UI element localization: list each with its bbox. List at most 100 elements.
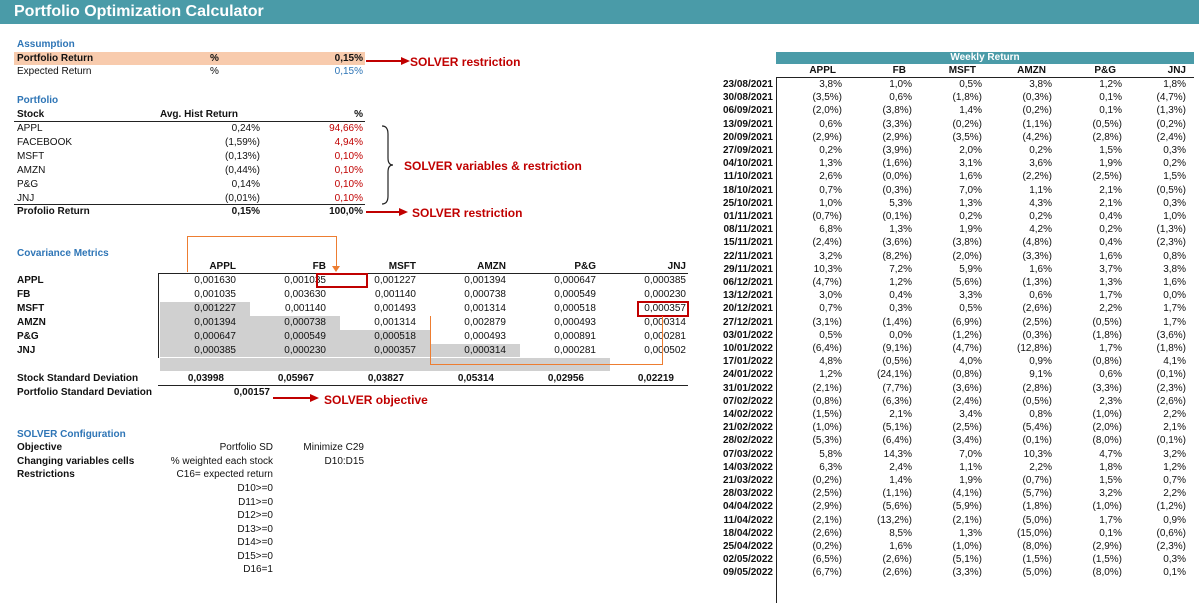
- weekly-cell: 0,3%: [1163, 197, 1186, 209]
- covariance-shade: [340, 357, 430, 372]
- covariance-col-header: P&G: [574, 261, 596, 272]
- weekly-cell: 1,2%: [819, 369, 842, 381]
- weekly-cell: (3,6%): [1156, 329, 1186, 341]
- assumption-value[interactable]: 0,15%: [334, 66, 363, 77]
- solver-objective-arrow: [273, 394, 319, 402]
- weekly-cell: (0,1%): [1022, 435, 1052, 447]
- weekly-cell: (2,8%): [1022, 382, 1052, 394]
- weekly-cell: 1,2%: [1163, 461, 1186, 473]
- stock-std-value: 0,05967: [277, 373, 314, 384]
- weekly-cell: (4,8%): [1022, 237, 1052, 249]
- weekly-cell: (3,9%): [882, 145, 912, 156]
- covariance-shade: [160, 315, 250, 330]
- covariance-cell: 0,001394: [194, 316, 236, 328]
- solver-col2: D10:D15: [324, 455, 364, 467]
- weekly-date: 31/01/2022: [722, 382, 773, 394]
- weekly-cell: (0,6%): [1156, 527, 1186, 539]
- portfolio-weight[interactable]: 94,66%: [329, 123, 363, 134]
- weekly-cell: (0,2%): [1022, 105, 1052, 117]
- portfolio-weight[interactable]: 0,10%: [334, 192, 363, 204]
- weekly-col-header: AMZN: [1017, 65, 1046, 76]
- weekly-cell: (13,2%): [876, 514, 912, 526]
- weekly-cell: 10,3%: [1023, 448, 1052, 460]
- portfolio-stock: APPL: [17, 123, 43, 134]
- covariance-shade: [250, 315, 340, 330]
- weekly-cell: (0,8%): [1092, 356, 1122, 368]
- connector-line: [187, 236, 336, 237]
- portfolio-weight[interactable]: 0,10%: [334, 178, 363, 190]
- stock-std-value: 0,05314: [457, 373, 494, 384]
- weekly-date: 24/01/2022: [722, 369, 773, 381]
- weekly-cell: 1,6%: [1099, 250, 1122, 262]
- weekly-cell: (8,2%): [882, 250, 912, 262]
- covariance-cell: 0,000738: [464, 288, 506, 300]
- weekly-cell: 5,9%: [959, 263, 982, 275]
- msft-jnj-highlight: [637, 301, 689, 317]
- weekly-cell: 1,8%: [1099, 461, 1122, 473]
- covariance-cell: 0,000891: [554, 330, 596, 342]
- weekly-cell: (2,6%): [1156, 395, 1186, 407]
- weekly-date: 07/02/2022: [722, 395, 773, 407]
- weekly-cell: 3,8%: [1029, 79, 1052, 90]
- weekly-cell: 3,2%: [1099, 488, 1122, 500]
- weekly-date: 27/12/2021: [722, 316, 773, 328]
- weekly-cell: (8,0%): [1022, 541, 1052, 552]
- weekly-cell: 0,2%: [1029, 145, 1052, 156]
- weekly-cell: (0,7%): [812, 211, 842, 222]
- weekly-cell: 4,3%: [1029, 197, 1052, 209]
- weekly-date: 06/12/2021: [722, 277, 773, 288]
- weekly-date: 15/11/2021: [723, 237, 774, 249]
- weekly-cell: 1,4%: [889, 475, 912, 486]
- weekly-cell: (2,2%): [1022, 171, 1052, 183]
- weekly-cell: 7,2%: [889, 263, 912, 275]
- covariance-cell: 0,000502: [644, 344, 686, 356]
- covariance-shade: [160, 301, 250, 316]
- weekly-cell: 0,6%: [1029, 290, 1052, 302]
- covariance-row-label: P&G: [17, 330, 39, 342]
- assumption-label: Expected Return: [17, 66, 92, 77]
- weekly-cell: (3,1%): [812, 316, 842, 328]
- weekly-date: 03/01/2022: [722, 329, 773, 341]
- weekly-date: 28/02/2022: [722, 435, 773, 447]
- weekly-cell: 1,3%: [959, 527, 982, 539]
- weekly-cell: 1,0%: [1163, 211, 1186, 222]
- covariance-row-label: MSFT: [17, 302, 45, 314]
- covariance-col-header: MSFT: [388, 261, 416, 272]
- weekly-cell: (6,5%): [812, 554, 842, 566]
- weekly-cell: (1,3%): [1022, 277, 1052, 288]
- weekly-cell: 2,6%: [819, 171, 842, 183]
- weekly-cell: (12,8%): [1016, 343, 1052, 354]
- covariance-cell: 0,000314: [644, 316, 686, 328]
- weekly-cell: (0,5%): [882, 356, 912, 368]
- covariance-cell: 0,000230: [644, 288, 686, 300]
- weekly-cell: 0,8%: [1029, 409, 1052, 420]
- weekly-cell: 2,2%: [1163, 488, 1186, 500]
- weekly-date: 11/10/2021: [723, 171, 774, 183]
- weekly-cell: 1,7%: [1163, 303, 1186, 315]
- portfolio-avg-return: 0,24%: [231, 123, 260, 134]
- weekly-cell: 0,9%: [1029, 356, 1052, 368]
- weekly-cell: (0,2%): [1156, 118, 1186, 130]
- covariance-shade: [160, 343, 250, 358]
- weekly-cell: (1,8%): [952, 92, 982, 104]
- portfolio-weight[interactable]: 0,10%: [334, 164, 363, 176]
- weekly-cell: 1,3%: [959, 197, 982, 209]
- covariance-cell: 0,000385: [194, 344, 236, 356]
- portfolio-weight[interactable]: 0,10%: [334, 150, 363, 162]
- weekly-date: 29/11/2021: [723, 263, 774, 275]
- portfolio-avg-return: 0,14%: [231, 178, 260, 190]
- portfolio-avg-return: (0,13%): [224, 150, 260, 162]
- covariance-row-label: JNJ: [17, 344, 36, 356]
- covariance-cell: 0,001140: [375, 288, 416, 300]
- weekly-date: 09/05/2022: [722, 567, 773, 579]
- covariance-cell: 0,001140: [285, 302, 326, 314]
- covariance-cell: 0,000281: [554, 344, 596, 356]
- assumption-heading: Assumption: [17, 39, 75, 50]
- portfolio-weight[interactable]: 4,94%: [334, 136, 363, 148]
- weekly-cell: 3,0%: [819, 290, 842, 302]
- connector-line: [430, 364, 663, 365]
- portfolio-stock: MSFT: [17, 150, 45, 162]
- weekly-cell: (3,6%): [952, 382, 982, 394]
- weekly-cell: 0,7%: [819, 303, 842, 315]
- weekly-cell: 1,7%: [1099, 343, 1122, 354]
